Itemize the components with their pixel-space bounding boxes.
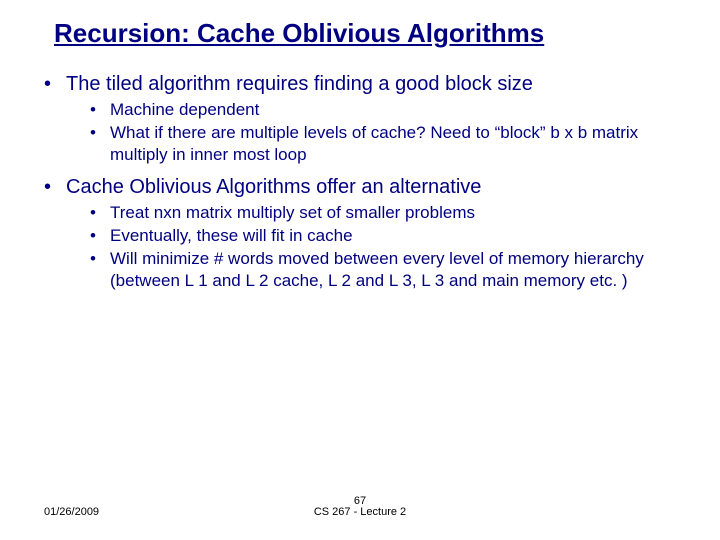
bullet-level2: Machine dependent <box>66 99 690 120</box>
slide: Recursion: Cache Oblivious Algorithms Th… <box>0 0 720 540</box>
bullet-text: Treat nxn matrix multiply set of smaller… <box>110 203 475 222</box>
content-area: The tiled algorithm requires finding a g… <box>44 72 690 301</box>
bullet-level1: The tiled algorithm requires finding a g… <box>44 72 690 165</box>
bullet-text: Will minimize # words moved between ever… <box>110 249 644 289</box>
bullet-level2: Eventually, these will fit in cache <box>66 225 690 246</box>
footer-center: CS 267 - Lecture 2 <box>0 506 720 518</box>
bullet-level2: Will minimize # words moved between ever… <box>66 248 690 291</box>
bullet-level2: What if there are multiple levels of cac… <box>66 122 690 165</box>
bullet-level1: Cache Oblivious Algorithms offer an alte… <box>44 175 690 291</box>
bullet-text: Eventually, these will fit in cache <box>110 226 353 245</box>
bullet-list-level1: The tiled algorithm requires finding a g… <box>44 72 690 291</box>
slide-title: Recursion: Cache Oblivious Algorithms <box>54 18 544 49</box>
bullet-text: The tiled algorithm requires finding a g… <box>66 73 533 95</box>
bullet-text: Machine dependent <box>110 100 259 119</box>
bullet-list-level2: Treat nxn matrix multiply set of smaller… <box>66 202 690 291</box>
bullet-text: Cache Oblivious Algorithms offer an alte… <box>66 176 481 198</box>
bullet-list-level2: Machine dependent What if there are mult… <box>66 99 690 165</box>
bullet-text: What if there are multiple levels of cac… <box>110 123 638 163</box>
bullet-level2: Treat nxn matrix multiply set of smaller… <box>66 202 690 223</box>
